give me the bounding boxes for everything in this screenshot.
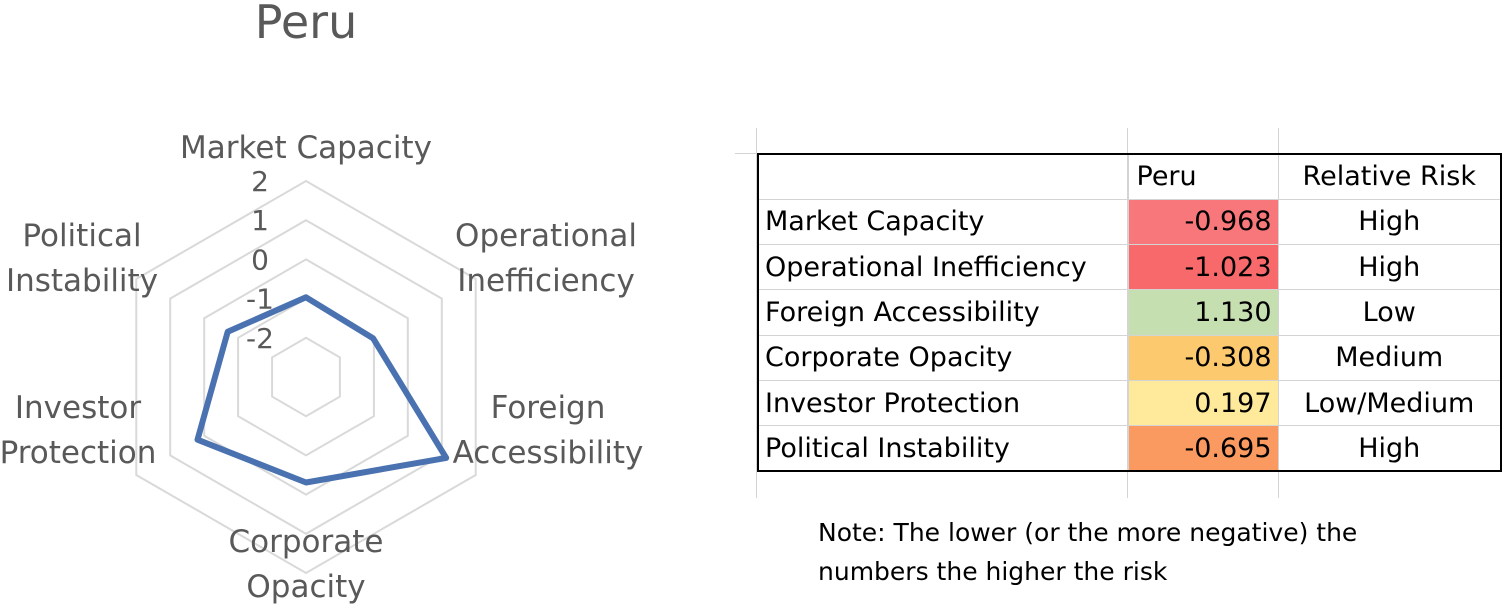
- chart-title: Peru: [255, 0, 357, 49]
- row-risk[interactable]: High: [1277, 425, 1501, 472]
- table-row: Operational Inefficiency -1.023 High: [757, 244, 1501, 290]
- category-labels: Market Capacity Operational Inefficiency Fo…: [0, 130, 643, 605]
- row-value[interactable]: -0.968: [1127, 198, 1278, 245]
- series-line: [194, 294, 450, 486]
- note-line: Note: The lower (or the more negative) t…: [818, 518, 1358, 547]
- row-label[interactable]: Foreign Accessibility: [757, 289, 1128, 336]
- category-label: Foreign Accessibility: [453, 390, 644, 471]
- header-cell-peru[interactable]: Peru: [1127, 153, 1278, 200]
- table-header-row: Peru Relative Risk: [757, 153, 1501, 200]
- tick-label: -2: [246, 322, 274, 355]
- category-label: Operational Inefficiency: [455, 218, 637, 299]
- table-row: Market Capacity -0.968 High: [757, 198, 1501, 245]
- row-value[interactable]: -0.695: [1127, 425, 1278, 472]
- row-risk[interactable]: High: [1277, 244, 1501, 290]
- row-risk[interactable]: High: [1277, 198, 1501, 245]
- note-text: Note: The lower (or the more negative) t…: [818, 513, 1458, 591]
- row-label[interactable]: Operational Inefficiency: [757, 244, 1128, 290]
- table-row: Investor Protection 0.197 Low/Medium: [757, 379, 1501, 426]
- category-label: Market Capacity: [180, 130, 432, 166]
- radar-gridline: [135, 179, 477, 575]
- row-value[interactable]: -0.308: [1127, 334, 1278, 381]
- header-cell-relative-risk[interactable]: Relative Risk: [1277, 153, 1501, 200]
- radar-gridline: [169, 219, 443, 535]
- row-risk[interactable]: Medium: [1277, 334, 1501, 381]
- category-label: Investor Protection: [0, 390, 156, 471]
- category-label: Corporate Opacity: [229, 524, 384, 605]
- radar-chart: Peru Market Capacity Operational Inefficie…: [0, 0, 643, 605]
- row-label[interactable]: Investor Protection: [757, 379, 1128, 426]
- row-label[interactable]: Corporate Opacity: [757, 334, 1128, 381]
- row-value[interactable]: 1.130: [1127, 289, 1278, 336]
- category-label: Political Instability: [6, 218, 158, 299]
- note-line: numbers the higher the risk: [818, 557, 1168, 586]
- table-row: Political Instability -0.695 High: [757, 425, 1501, 472]
- table-row: Corporate Opacity -0.308 Medium: [757, 334, 1501, 381]
- row-risk[interactable]: Low: [1277, 289, 1501, 336]
- row-label[interactable]: Political Instability: [757, 425, 1128, 472]
- tick-label: 1: [251, 204, 269, 237]
- row-risk[interactable]: Low/Medium: [1277, 379, 1501, 426]
- header-cell-label[interactable]: [757, 153, 1128, 200]
- risk-table: Peru Relative Risk Market Capacity -0.96…: [757, 153, 1502, 473]
- radar-gridline: [203, 258, 409, 496]
- row-value[interactable]: -1.023: [1127, 244, 1278, 290]
- row-label[interactable]: Market Capacity: [757, 198, 1128, 245]
- table-row: Foreign Accessibility 1.130 Low: [757, 289, 1501, 336]
- radial-tick-labels: -2 -1 0 1 2: [246, 165, 274, 355]
- tick-label: 0: [251, 243, 269, 276]
- sheet-gridline: [756, 128, 757, 498]
- row-value[interactable]: 0.197: [1127, 379, 1278, 426]
- tick-label: 2: [251, 165, 269, 198]
- radar-grid: [135, 179, 477, 575]
- radar-gridline: [271, 336, 341, 418]
- tick-label: -1: [246, 283, 274, 316]
- radar-series: [194, 294, 450, 486]
